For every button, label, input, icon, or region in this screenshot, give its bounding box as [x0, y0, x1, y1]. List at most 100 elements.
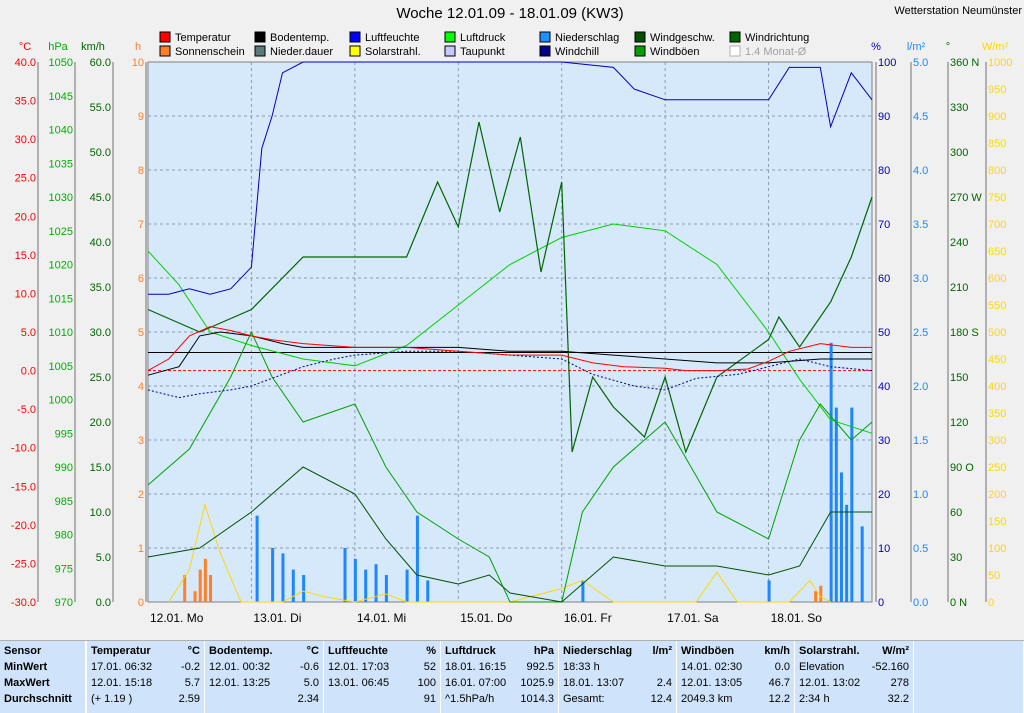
temp-axis-tick: -20.0 — [11, 520, 36, 532]
stats-sensor-column: Sensor MinWert MaxWert Durchschnitt — [0, 641, 86, 713]
stats-cell-value: 12.2 — [768, 693, 790, 705]
hours-axis-tick: 6 — [138, 273, 144, 285]
stats-column: Windböen km/h 14.01. 02:30 0.0 12.01. 13:05 4… — [677, 641, 795, 713]
legend-swatch — [349, 45, 361, 57]
solar-axis-tick: 750 — [988, 192, 1006, 204]
temp-axis-tick: 20.0 — [15, 211, 36, 223]
direction-axis-tick: 210 — [950, 282, 968, 294]
soil-temp-line — [147, 331, 872, 376]
solar-axis-tick: 150 — [988, 516, 1006, 528]
solar-axis-tick: 1000 — [988, 57, 1012, 69]
stats-column-unit: hPa — [533, 645, 554, 657]
rain-axis-tick: 3.0 — [913, 273, 928, 285]
humidity-axis-tick: 70 — [878, 219, 890, 231]
pressure-line — [147, 223, 873, 434]
solar-axis-tick: 800 — [988, 165, 1006, 177]
pressure-axis-tick: 1045 — [49, 91, 73, 103]
wind-axis-tick: 55.0 — [90, 102, 111, 114]
rain-axis-tick: 5.0 — [913, 57, 928, 69]
legend-swatch — [254, 31, 266, 43]
legend-swatch — [159, 31, 171, 43]
solar-line — [168, 502, 831, 603]
stats-column: Temperatur °C 17.01. 06:32 -0.2 12.01. 15:18… — [87, 641, 205, 713]
stats-column-title: Luftdruck — [445, 645, 496, 657]
stats-cell-value: 0.0 — [774, 661, 790, 673]
temp-axis-tick: -15.0 — [11, 481, 36, 493]
temp-axis-tick: 5.0 — [21, 327, 36, 339]
solar-axis-tick: 200 — [988, 489, 1006, 501]
wind-axis-tick: 35.0 — [90, 282, 111, 294]
rain-bar — [767, 580, 771, 602]
legend-swatch — [444, 45, 456, 57]
direction-axis-tick: 330 — [950, 102, 968, 114]
hours-axis-tick: 4 — [138, 381, 144, 393]
temp-axis-tick: 0.0 — [21, 366, 36, 378]
stats-cell-value: -0.6 — [300, 661, 319, 673]
humidity-axis-tick: 90 — [878, 111, 890, 123]
humidity-axis-tick: 30 — [878, 435, 890, 447]
humidity-axis-unit: % — [871, 41, 881, 53]
legend-label: Temperatur — [175, 32, 231, 44]
humidity-axis-tick: 100 — [878, 57, 896, 69]
stats-column: Solarstrahl. W/m² Elevation -52.160 12.01. 1… — [795, 641, 914, 713]
legend-label: Niederschlag — [555, 32, 619, 44]
stats-cell-label: 2049.3 km — [681, 693, 733, 705]
stats-cell-label: 16.01. 07:00 — [445, 677, 507, 689]
rain-bar — [291, 569, 295, 602]
stats-cell-label: (+ 1.19 ) — [91, 693, 133, 705]
humidity-axis-tick: 60 — [878, 273, 890, 285]
solar-axis-tick: 350 — [988, 408, 1006, 420]
day-label: 14.01. Mi — [357, 611, 406, 625]
solar-axis-tick: 450 — [988, 354, 1006, 366]
legend-swatch — [254, 45, 266, 57]
legend-label: 1.4 Monat-Ø — [745, 46, 807, 58]
legend-swatch — [159, 45, 171, 57]
pressure-axis-tick: 1050 — [49, 57, 73, 69]
solar-axis-tick: 100 — [988, 543, 1006, 555]
stats-cell-value: 100 — [417, 677, 436, 689]
stats-cell-value: 2.4 — [656, 677, 672, 689]
legend-label: Solarstrahl. — [365, 46, 421, 58]
stats-cell-label: 18.01. 13:07 — [563, 677, 625, 689]
sunshine-bar — [819, 585, 823, 602]
stats-column-title: Windböen — [681, 645, 735, 657]
stats-cell-label: 18.01. 16:15 — [445, 661, 507, 673]
direction-axis-tick: 30 — [950, 552, 962, 564]
sunshine-bar — [193, 591, 197, 602]
wind-axis-tick: 45.0 — [90, 192, 111, 204]
wind-gust-line — [147, 330, 873, 603]
temp-axis-tick: 40.0 — [15, 57, 36, 69]
rain-axis-tick: 0.5 — [913, 543, 928, 555]
day-label: 12.01. Mo — [150, 611, 204, 625]
pressure-axis-tick: 970 — [55, 597, 73, 609]
pressure-axis-tick: 980 — [55, 530, 73, 542]
pressure-axis-tick: 1015 — [49, 293, 73, 305]
pressure-axis-tick: 1040 — [49, 125, 73, 137]
hours-axis-tick: 3 — [138, 435, 144, 447]
humidity-axis-tick: 80 — [878, 165, 890, 177]
stats-cell-label: ^1.5hPa/h — [445, 693, 495, 705]
pressure-axis-tick: 1030 — [49, 192, 73, 204]
humidity-axis-tick: 0 — [878, 597, 884, 609]
dewpoint-line — [147, 350, 873, 399]
stats-column-title: Bodentemp. — [209, 645, 273, 657]
legend-label: Windgeschw. — [650, 32, 715, 44]
solar-axis-tick: 500 — [988, 327, 1006, 339]
legend-swatch — [539, 31, 551, 43]
stats-cell-value: 12.4 — [650, 693, 672, 705]
solar-axis-tick: 850 — [988, 138, 1006, 150]
weather-chart: 40.035.030.025.020.015.010.05.00.0-5.0-1… — [11, 31, 1012, 625]
stats-column-title: Temperatur — [91, 645, 151, 657]
wind-axis-tick: 20.0 — [90, 417, 111, 429]
solar-axis-tick: 50 — [988, 570, 1000, 582]
legend-label: Windchill — [555, 46, 599, 58]
legend-swatch — [729, 45, 741, 57]
stats-cell-value: 1014.3 — [520, 693, 554, 705]
wind-axis-tick: 15.0 — [90, 462, 111, 474]
stats-cell-label: 12.01. 17:03 — [328, 661, 390, 673]
pressure-axis-tick: 985 — [55, 496, 73, 508]
temp-axis-tick: -25.0 — [11, 558, 36, 570]
stats-sensor-head: Sensor — [4, 645, 42, 657]
pressure-axis-tick: 995 — [55, 428, 73, 440]
legend-label: Windböen — [650, 46, 700, 58]
